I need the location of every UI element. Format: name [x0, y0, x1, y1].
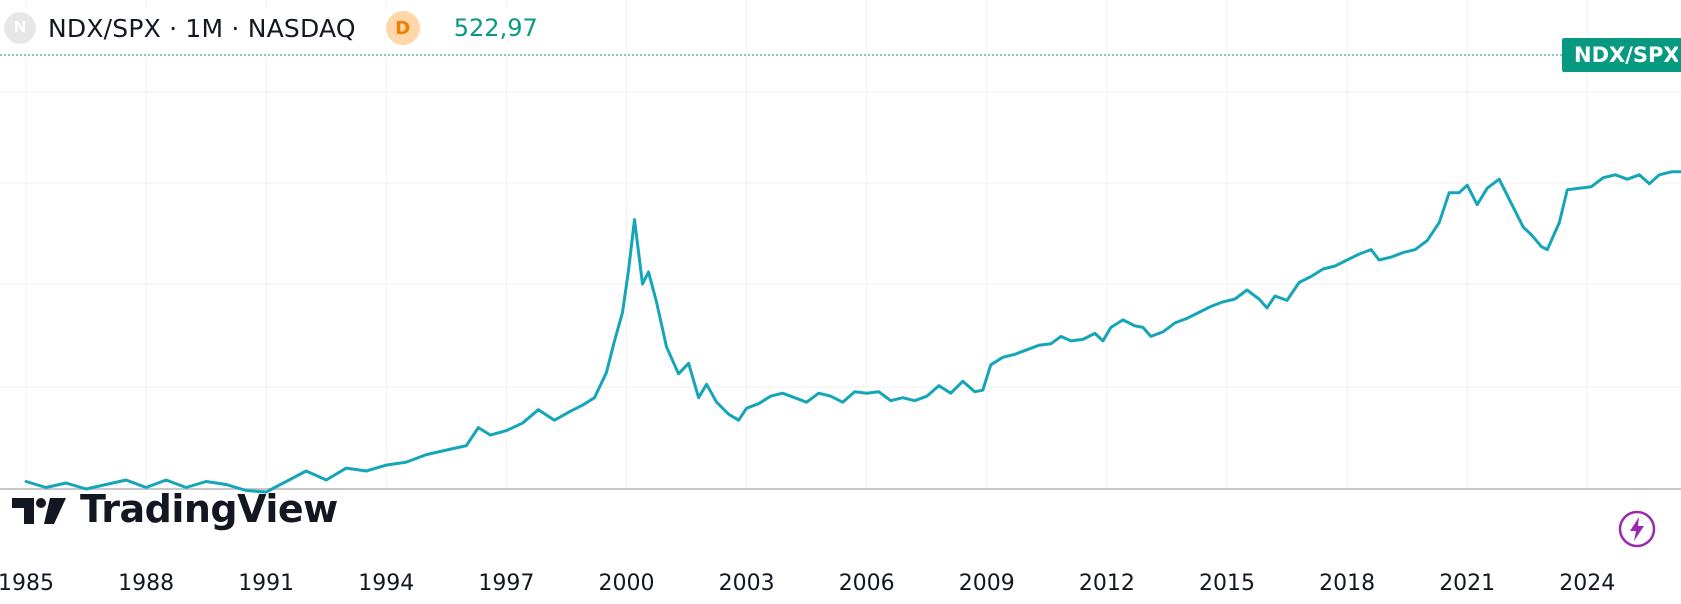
- delay-badge: D: [385, 11, 420, 45]
- series-layer: [24, 170, 1681, 494]
- tradingview-logo-icon: [12, 498, 66, 524]
- price-tag-edge: [1678, 38, 1681, 72]
- x-tick-label: 1997: [478, 571, 534, 596]
- x-tick-label: 2006: [839, 571, 895, 596]
- x-tick-label: 1994: [358, 571, 414, 596]
- grid: [0, 0, 1681, 489]
- series-price-tag: NDX/SPX: [1562, 38, 1681, 72]
- series-line-ndx-spx: [24, 170, 1681, 494]
- x-tick-label: 2021: [1439, 571, 1495, 596]
- x-tick-label: 2003: [719, 571, 775, 596]
- x-tick-label: 1985: [0, 571, 54, 596]
- x-tick-label: 2009: [959, 571, 1015, 596]
- x-tick-label: 1991: [238, 571, 294, 596]
- x-tick-label: 2024: [1559, 571, 1615, 596]
- x-tick-label: 1988: [118, 571, 174, 596]
- lightning-icon[interactable]: [1618, 510, 1656, 548]
- x-tick-label: 2018: [1319, 571, 1375, 596]
- symbol-title: NDX/SPX · 1M · NASDAQ: [48, 13, 356, 43]
- x-tick-label: 2012: [1079, 571, 1135, 596]
- watermark-text: TradingView: [80, 487, 338, 531]
- symbol-badge: N: [4, 12, 36, 44]
- watermark: TradingView: [10, 486, 338, 532]
- x-tick-label: 2015: [1199, 571, 1255, 596]
- x-tick-label: 2000: [599, 571, 655, 596]
- x-axis: 1985 1988 1991 1994 1997 2000 2003 2006 2009 2012…: [0, 571, 1615, 596]
- last-value: 522,97: [453, 14, 538, 42]
- legend: N NDX/SPX · 1M · NASDAQ D 522,97: [4, 8, 548, 48]
